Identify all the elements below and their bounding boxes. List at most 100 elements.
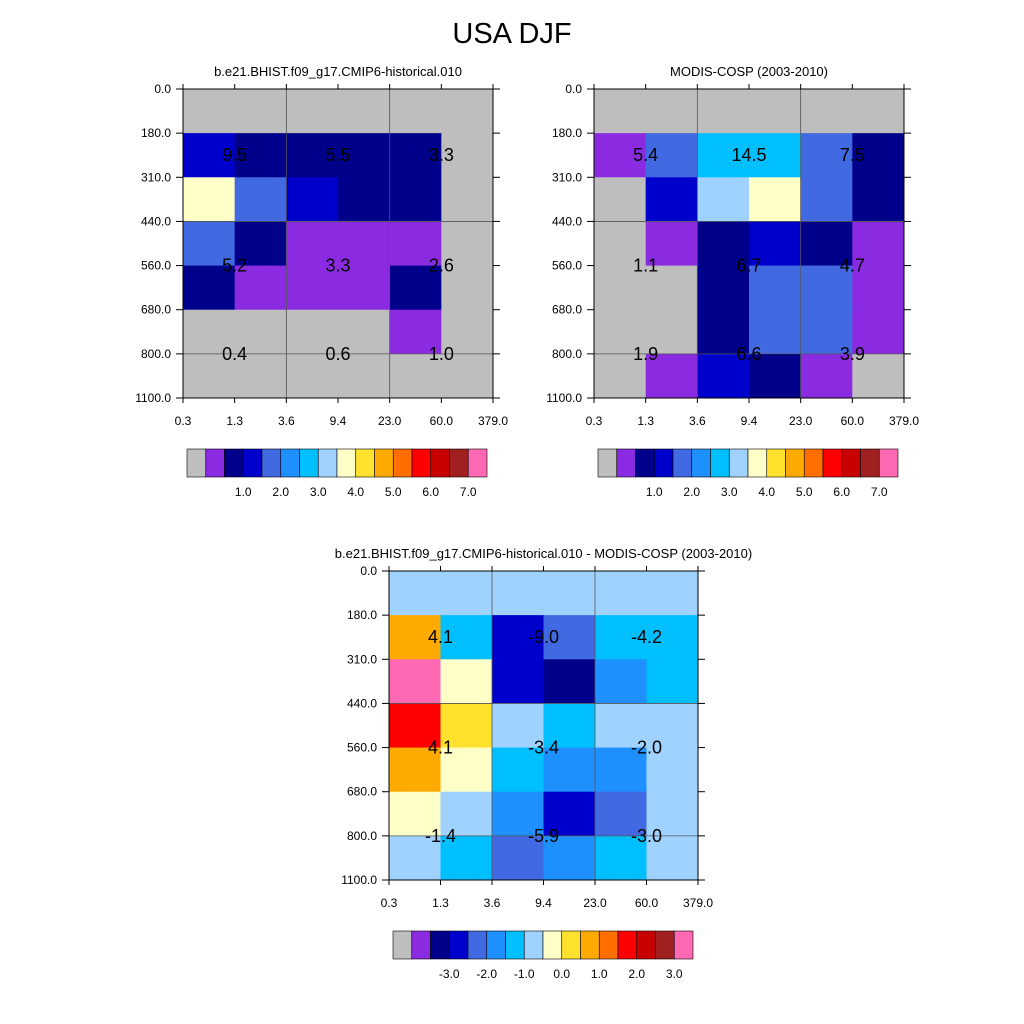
y-tick-label: 1100.0 [135, 391, 171, 405]
panel-1-value-label: 5.5 [325, 145, 350, 165]
panel-2-cell [800, 177, 853, 222]
panel-3-cell [389, 835, 441, 881]
panel-2-value-label: 6.6 [736, 344, 761, 364]
panel-1-cell [338, 353, 391, 399]
panel-3-cell [492, 615, 544, 660]
panel-2-cell [697, 353, 750, 399]
colorbar-2-swatch [728, 448, 749, 478]
panel-3-cell [646, 791, 699, 837]
panel-1-cell [338, 133, 391, 178]
panel-1-cell [234, 177, 287, 222]
colorbar-1-swatch [224, 448, 244, 478]
panel-2-cell [749, 89, 802, 134]
colorbar-3-label: 3.0 [666, 967, 683, 981]
panel-1-cell [389, 265, 442, 311]
panel-3-cell [440, 571, 493, 616]
colorbar-1-label: 6.0 [422, 485, 439, 499]
page-title: USA DJF [452, 18, 572, 50]
panel-2-cell [697, 89, 750, 134]
colorbar-3-swatch [430, 930, 450, 960]
panel-2-cell [749, 309, 802, 355]
panel-3-cell [389, 747, 441, 793]
panel-2-cell [749, 177, 802, 222]
panel-1-cell [286, 265, 339, 311]
panel-1-cell [441, 265, 494, 311]
colorbar-1-swatch [317, 448, 338, 478]
panel-2-cell [645, 309, 698, 355]
panel-3-cell [492, 747, 544, 793]
y-tick-label: 800.0 [141, 347, 171, 361]
panel-2-value-label: 5.4 [633, 145, 658, 165]
panel-1-cell [338, 309, 391, 355]
panel-1-cell [441, 221, 494, 266]
panel-2-cell [697, 221, 750, 266]
panel-3-cell [595, 571, 647, 616]
panel-2-title: MODIS-COSP (2003-2010) [670, 64, 828, 79]
panel-1-cell [234, 309, 287, 355]
panel-3-cell [492, 659, 544, 704]
colorbar-1-swatch [411, 448, 432, 478]
panel-3-value-label: -3.4 [528, 738, 559, 758]
panel-2-cell [594, 133, 647, 178]
y-tick-label: 560.0 [347, 741, 377, 755]
x-tick-label: 23.0 [378, 414, 402, 428]
colorbar-2-swatch [672, 448, 693, 478]
colorbar-1-swatch [336, 448, 357, 478]
panel-2-cell [594, 353, 647, 399]
y-tick-label: 0.0 [565, 82, 582, 96]
colorbar-1-label: 1.0 [235, 485, 252, 499]
y-tick-label: 800.0 [347, 829, 377, 843]
panel-2-value-label: 3.9 [840, 344, 865, 364]
colorbar-2-swatch [710, 448, 730, 478]
panel-3-cell [646, 615, 699, 660]
panel-2-cell [852, 177, 905, 222]
panel-1-cell [441, 353, 494, 399]
panel-2-cell [749, 221, 802, 266]
y-tick-label: 440.0 [347, 696, 377, 710]
colorbar-3-swatch [505, 930, 525, 960]
x-tick-label: 379.0 [478, 414, 508, 428]
panel-2-cell [800, 133, 853, 178]
y-tick-label: 310.0 [141, 170, 171, 184]
y-tick-label: 1100.0 [546, 391, 582, 405]
panel-2-cell [852, 309, 905, 355]
colorbar-1-swatch [355, 448, 375, 478]
colorbar-2-label: 6.0 [833, 485, 850, 499]
panel-1-cell [234, 221, 287, 266]
panel-2-cell [594, 177, 647, 222]
colorbar-2-swatch [747, 448, 768, 478]
colorbar-2-label: 2.0 [683, 485, 700, 499]
panel-3-cell [389, 703, 441, 748]
panel-2-cell [645, 89, 698, 134]
panel-1-value-label: 3.3 [325, 256, 350, 276]
colorbar-2-swatch [653, 448, 674, 478]
panel-1-cell [286, 89, 339, 134]
panel-2-cell [645, 177, 698, 222]
panel-3-title: b.e21.BHIST.f09_g17.CMIP6-historical.010… [335, 546, 752, 561]
x-tick-label: 60.0 [430, 414, 454, 428]
panel-2-cell [800, 309, 853, 355]
panel-2-cell [749, 133, 802, 178]
panel-2-cell [749, 353, 802, 399]
colorbar-1-swatch [449, 448, 469, 478]
panel-3-cell [492, 791, 544, 837]
panel-3-cell [389, 615, 441, 660]
panel-2-value-label: 14.5 [731, 145, 766, 165]
panel-3-cell [440, 791, 493, 837]
y-tick-label: 560.0 [141, 259, 171, 273]
x-tick-label: 0.3 [586, 414, 603, 428]
colorbar-2-swatch [691, 448, 711, 478]
colorbar-2-swatch [616, 448, 636, 478]
panel-1-value-label: 0.6 [325, 344, 350, 364]
x-tick-label: 379.0 [889, 414, 919, 428]
panel-2-cell [852, 89, 905, 134]
panel-2-cell [594, 221, 647, 266]
y-tick-label: 0.0 [154, 82, 171, 96]
panel-2-value-label: 7.5 [840, 145, 865, 165]
colorbar-1-swatch [205, 448, 225, 478]
panel-3-value-label: -5.9 [528, 826, 559, 846]
panel-2-cell [697, 177, 750, 222]
panel-1-value-label: 9.5 [222, 145, 247, 165]
colorbar-3-swatch [467, 930, 488, 960]
colorbar-2-swatch [878, 448, 899, 478]
